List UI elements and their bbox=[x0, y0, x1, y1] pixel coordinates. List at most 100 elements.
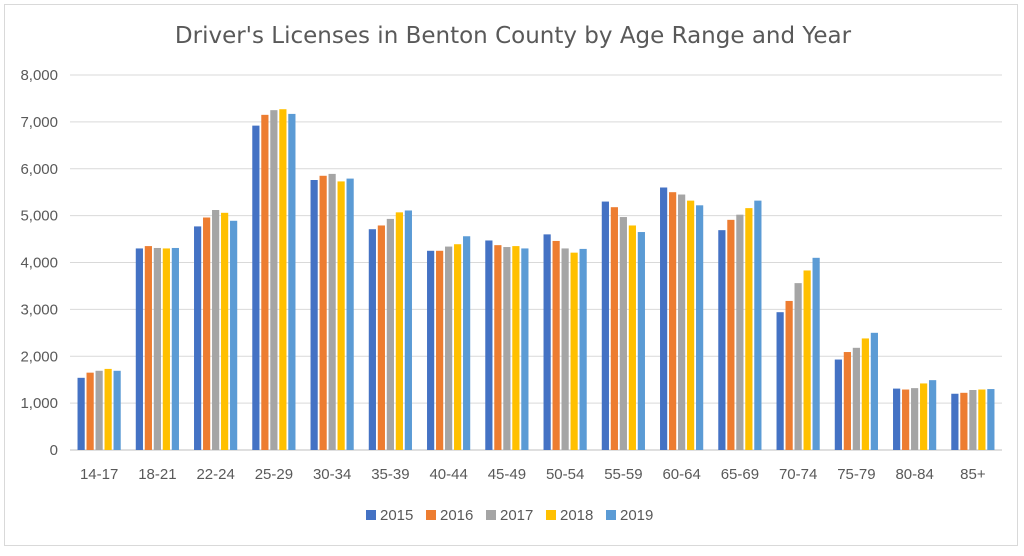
y-tick-label: 0 bbox=[50, 442, 58, 459]
bar bbox=[601, 201, 609, 450]
legend-label: 2017 bbox=[500, 507, 533, 524]
bar bbox=[521, 248, 529, 450]
bar bbox=[95, 370, 103, 450]
legend-swatch bbox=[426, 510, 436, 520]
y-axis: 0 1,000 2,000 3,000 4,000 5,000 6,000 7,000 8,00… bbox=[20, 67, 58, 459]
bar bbox=[203, 217, 211, 450]
legend-label: 2016 bbox=[440, 507, 473, 524]
bar bbox=[619, 217, 627, 450]
y-tick-label: 3,000 bbox=[20, 301, 58, 318]
bar bbox=[978, 389, 986, 450]
bar bbox=[637, 232, 645, 450]
x-tick-label: 25-29 bbox=[255, 466, 293, 483]
bar bbox=[404, 210, 412, 450]
chart-title: Driver's Licenses in Benton County by Ag… bbox=[175, 23, 852, 49]
x-tick-label: 50-54 bbox=[546, 466, 584, 483]
bar bbox=[561, 248, 569, 450]
x-tick-label: 80-84 bbox=[895, 466, 933, 483]
bar bbox=[669, 192, 677, 450]
bar bbox=[660, 187, 668, 450]
x-tick-label: 60-64 bbox=[662, 466, 700, 483]
bar bbox=[113, 370, 121, 450]
bar bbox=[843, 352, 851, 450]
legend-swatch bbox=[366, 510, 376, 520]
bar bbox=[628, 225, 636, 450]
bar bbox=[929, 380, 937, 450]
legend-label: 2018 bbox=[560, 507, 593, 524]
x-tick-label: 85+ bbox=[960, 466, 986, 483]
bar bbox=[153, 247, 161, 450]
bar bbox=[288, 113, 296, 450]
legend: 2015 2016 2017 2018 2019 bbox=[366, 507, 653, 524]
y-tick-label: 7,000 bbox=[20, 114, 58, 131]
y-tick-label: 6,000 bbox=[20, 161, 58, 178]
y-tick-label: 2,000 bbox=[20, 348, 58, 365]
bar bbox=[463, 236, 471, 450]
bar bbox=[736, 214, 744, 450]
y-tick-label: 1,000 bbox=[20, 395, 58, 412]
bar bbox=[377, 225, 385, 450]
bar bbox=[436, 250, 444, 450]
bar bbox=[503, 247, 511, 450]
bar bbox=[270, 110, 278, 450]
x-axis: 14-17 18-21 22-24 25-29 30-34 35-39 40-44 45-49… bbox=[80, 466, 986, 483]
bar bbox=[893, 388, 901, 450]
bar bbox=[951, 393, 959, 450]
bar bbox=[230, 220, 238, 450]
bar bbox=[727, 219, 735, 450]
y-tick-label: 4,000 bbox=[20, 255, 58, 272]
bar bbox=[86, 372, 94, 450]
bar bbox=[494, 245, 502, 450]
x-tick-label: 75-79 bbox=[837, 466, 875, 483]
bar bbox=[445, 246, 453, 450]
bar bbox=[969, 390, 977, 450]
bar bbox=[512, 246, 520, 450]
bar bbox=[485, 240, 493, 450]
bar bbox=[552, 240, 560, 450]
x-tick-label: 55-59 bbox=[604, 466, 642, 483]
bar bbox=[785, 300, 793, 450]
x-tick-label: 22-24 bbox=[196, 466, 234, 483]
bar bbox=[454, 244, 462, 450]
bar bbox=[221, 212, 229, 450]
legend-label: 2019 bbox=[620, 507, 653, 524]
bar bbox=[346, 178, 354, 450]
bar bbox=[252, 125, 260, 450]
x-tick-label: 65-69 bbox=[721, 466, 759, 483]
bar bbox=[678, 194, 686, 450]
x-tick-label: 14-17 bbox=[80, 466, 118, 483]
bar bbox=[861, 338, 869, 450]
bar bbox=[920, 383, 928, 450]
x-tick-label: 45-49 bbox=[488, 466, 526, 483]
bar bbox=[579, 248, 587, 450]
bar bbox=[135, 248, 143, 450]
bar bbox=[960, 392, 968, 450]
bar bbox=[852, 347, 860, 450]
bar bbox=[77, 377, 85, 450]
bar bbox=[543, 234, 551, 450]
bar bbox=[279, 109, 287, 450]
legend-swatch bbox=[486, 510, 496, 520]
bar bbox=[427, 250, 435, 450]
legend-label: 2015 bbox=[380, 507, 413, 524]
bar bbox=[803, 270, 811, 450]
x-tick-label: 70-74 bbox=[779, 466, 817, 483]
y-tick-label: 8,000 bbox=[20, 67, 58, 84]
bar bbox=[776, 312, 784, 450]
bar bbox=[310, 180, 318, 450]
bar bbox=[162, 248, 170, 450]
y-tick-label: 5,000 bbox=[20, 208, 58, 225]
bar bbox=[834, 359, 842, 450]
bar bbox=[144, 246, 152, 450]
bar bbox=[794, 283, 802, 450]
legend-swatch bbox=[546, 510, 556, 520]
x-tick-label: 18-21 bbox=[138, 466, 176, 483]
bar bbox=[171, 247, 179, 450]
bar bbox=[261, 114, 269, 450]
legend-swatch bbox=[606, 510, 616, 520]
bar bbox=[870, 332, 878, 450]
bar bbox=[987, 389, 995, 450]
bars bbox=[77, 109, 995, 450]
bar bbox=[610, 207, 618, 450]
